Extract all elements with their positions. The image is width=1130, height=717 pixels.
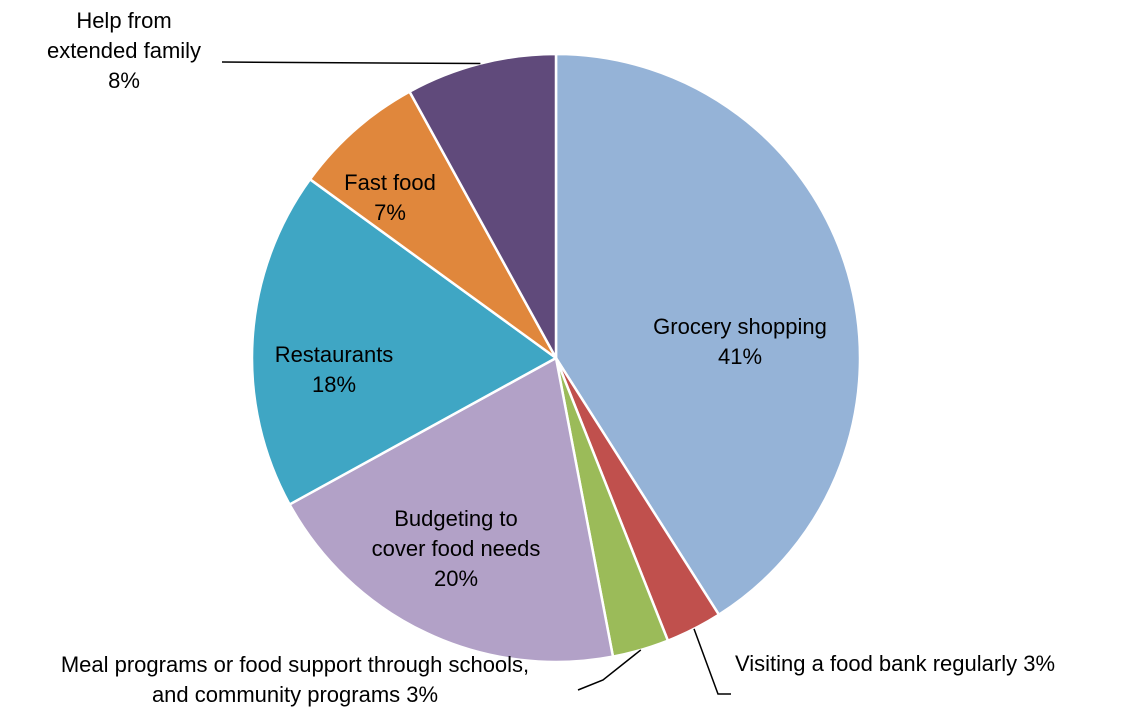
pie-slices — [250, 52, 862, 664]
label-meal-programs-or-food-support-through-schools-and-community-programs: Meal programs or food support through sc… — [61, 652, 529, 707]
leader-lines — [221, 61, 731, 695]
label-budgeting-to-cover-food-needs: Budgeting to cover food needs 20% — [372, 506, 541, 591]
label-grocery-shopping: Grocery shopping 41% — [653, 314, 827, 369]
slice-fast-food — [308, 90, 558, 360]
slice-help-from-extended-family — [408, 52, 558, 360]
label-help-from-extended-family: Help from extended family 8% — [47, 8, 201, 93]
slice-labels: Grocery shopping 41% Visiting a food bank … — [47, 8, 1055, 707]
leader-line-help-from-extended-family — [221, 61, 481, 65]
slice-budgeting-to-cover-food-needs — [288, 356, 615, 664]
leader-line-visiting-a-food-bank-regularly — [693, 628, 731, 695]
leader-line-meal-programs-or-food-support-through-schools-and-community-programs — [577, 649, 642, 691]
slice-restaurants — [250, 178, 558, 506]
label-restaurants: Restaurants 18% — [275, 342, 394, 397]
label-fast-food: Fast food 7% — [344, 170, 436, 225]
slice-grocery-shopping — [554, 52, 862, 616]
label-visiting-a-food-bank-regularly: Visiting a food bank regularly 3% — [735, 651, 1055, 676]
